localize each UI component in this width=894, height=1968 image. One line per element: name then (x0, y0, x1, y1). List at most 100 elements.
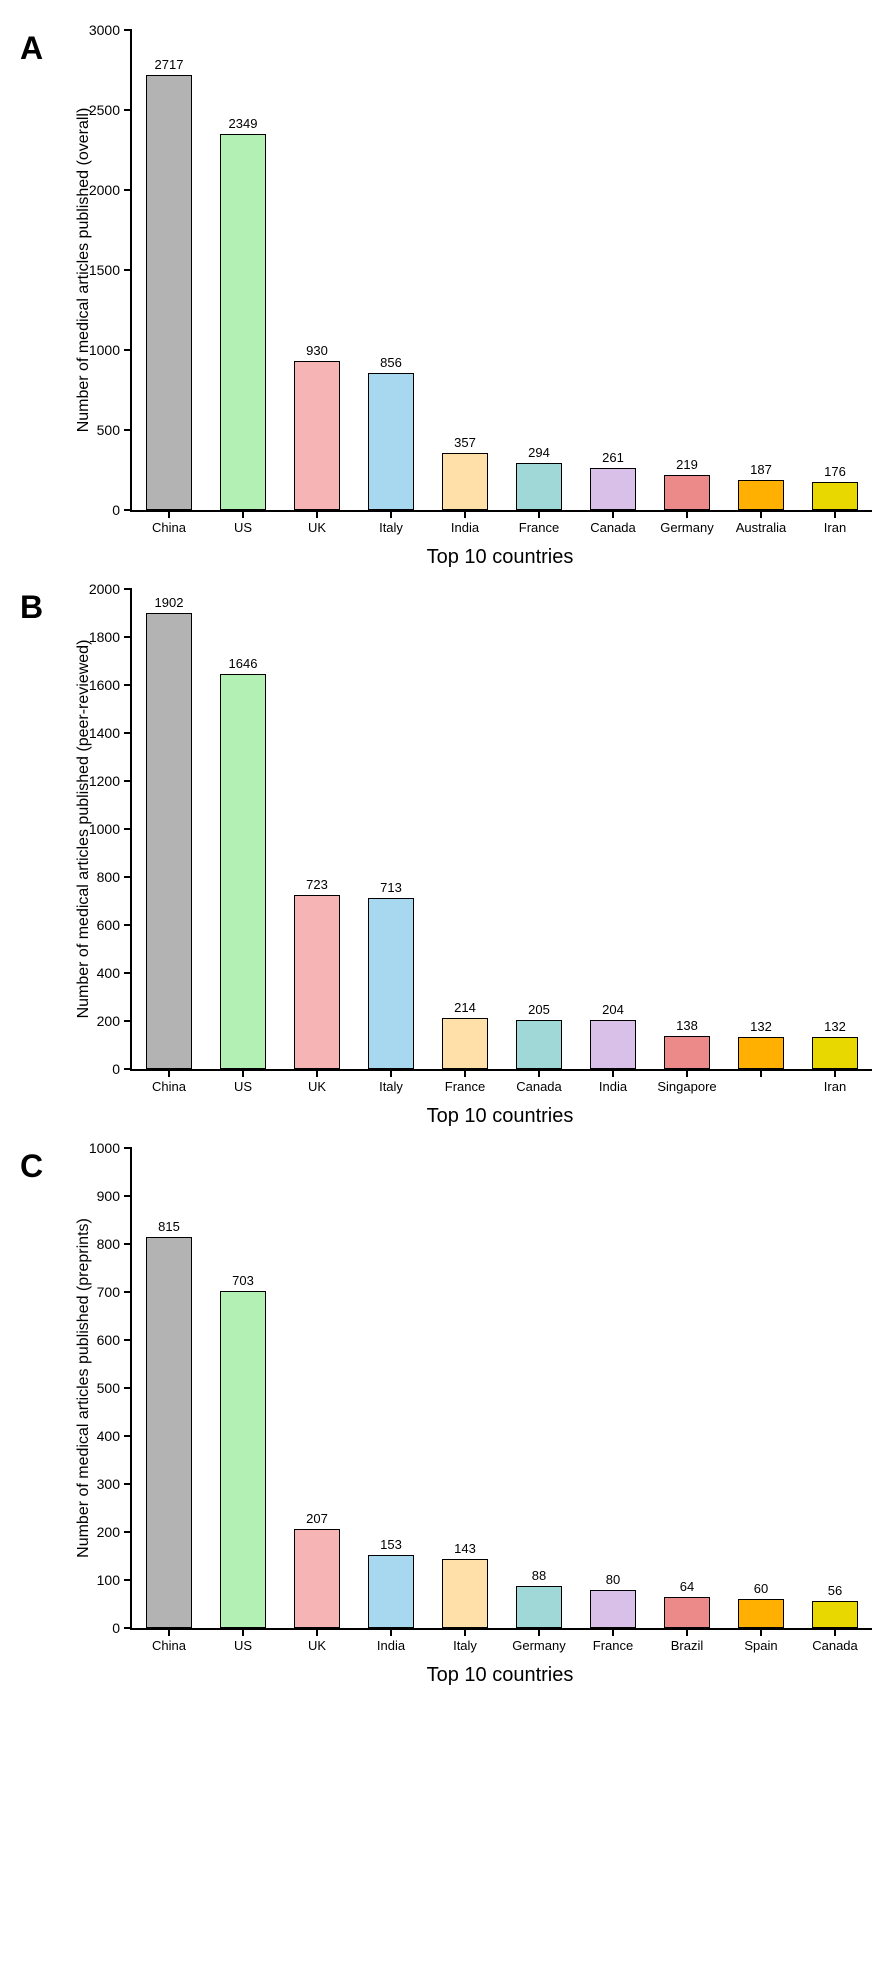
x-tick-label: UK (308, 1079, 326, 1094)
y-tick (124, 1243, 132, 1245)
x-tick (464, 1069, 466, 1077)
x-tick-label: UK (308, 1638, 326, 1653)
x-tick-label: Iran (824, 520, 846, 535)
bar: 723 (294, 895, 340, 1069)
y-tick (124, 109, 132, 111)
x-tick (686, 510, 688, 518)
bar: 153 (368, 1555, 414, 1628)
bar: 2349 (220, 134, 266, 510)
x-tick-label: Canada (812, 1638, 858, 1653)
x-tick (538, 1628, 540, 1636)
bar-value-label: 153 (380, 1537, 402, 1552)
y-tick (124, 876, 132, 878)
y-tick (124, 636, 132, 638)
y-tick (124, 1068, 132, 1070)
bar-value-label: 723 (306, 877, 328, 892)
bar: 357 (442, 453, 488, 510)
bar-value-label: 261 (602, 450, 624, 465)
bar-value-label: 176 (824, 464, 846, 479)
bar: 1902 (146, 613, 192, 1069)
x-tick (834, 1628, 836, 1636)
bar-value-label: 80 (606, 1572, 620, 1587)
bar: 187 (738, 480, 784, 510)
x-tick-label: US (234, 1638, 252, 1653)
plot-area: Number of medical articles published (pr… (130, 1148, 872, 1630)
y-tick-label: 300 (97, 1476, 120, 1492)
x-tick (242, 510, 244, 518)
bar-value-label: 856 (380, 355, 402, 370)
x-tick-label: India (377, 1638, 405, 1653)
bar-value-label: 187 (750, 462, 772, 477)
x-tick (538, 510, 540, 518)
bar: 214 (442, 1018, 488, 1069)
y-tick-label: 1000 (89, 821, 120, 837)
bar-value-label: 132 (750, 1019, 772, 1034)
y-tick-label: 1000 (89, 1140, 120, 1156)
x-tick-label: Italy (379, 520, 403, 535)
bar-value-label: 60 (754, 1581, 768, 1596)
y-tick-label: 200 (97, 1013, 120, 1029)
y-tick (124, 29, 132, 31)
y-tick-label: 0 (112, 1620, 120, 1636)
bar-value-label: 143 (454, 1541, 476, 1556)
y-tick (124, 732, 132, 734)
bar-value-label: 64 (680, 1579, 694, 1594)
x-tick (834, 1069, 836, 1077)
x-tick-label: Spain (744, 1638, 777, 1653)
x-tick (834, 510, 836, 518)
x-tick-label: Canada (516, 1079, 562, 1094)
y-tick (124, 1195, 132, 1197)
bar-value-label: 56 (828, 1583, 842, 1598)
bar: 132 (812, 1037, 858, 1069)
bar: 1646 (220, 674, 266, 1069)
x-tick (316, 510, 318, 518)
y-tick-label: 500 (97, 422, 120, 438)
y-tick (124, 780, 132, 782)
y-tick (124, 1531, 132, 1533)
y-tick-label: 200 (97, 1524, 120, 1540)
bar: 261 (590, 468, 636, 510)
x-tick (686, 1628, 688, 1636)
bar: 88 (516, 1586, 562, 1628)
bar-value-label: 930 (306, 343, 328, 358)
y-tick-label: 0 (112, 1061, 120, 1077)
bar: 204 (590, 1020, 636, 1069)
x-tick (686, 1069, 688, 1077)
y-tick-label: 1800 (89, 629, 120, 645)
y-tick-label: 400 (97, 965, 120, 981)
bar: 207 (294, 1529, 340, 1628)
y-tick-label: 800 (97, 1236, 120, 1252)
bar-value-label: 138 (676, 1018, 698, 1033)
bar: 60 (738, 1599, 784, 1628)
panel-c: CNumber of medical articles published (p… (20, 1148, 874, 1687)
x-tick (538, 1069, 540, 1077)
y-tick (124, 429, 132, 431)
y-tick-label: 900 (97, 1188, 120, 1204)
bar: 176 (812, 482, 858, 510)
bar-value-label: 713 (380, 880, 402, 895)
y-tick-label: 400 (97, 1428, 120, 1444)
x-tick-label: Brazil (671, 1638, 704, 1653)
y-tick (124, 684, 132, 686)
y-tick-label: 0 (112, 502, 120, 518)
bar-value-label: 88 (532, 1568, 546, 1583)
bar-value-label: 204 (602, 1002, 624, 1017)
x-tick (168, 1628, 170, 1636)
y-tick-label: 700 (97, 1284, 120, 1300)
y-tick (124, 189, 132, 191)
y-tick-label: 3000 (89, 22, 120, 38)
x-tick (612, 1628, 614, 1636)
y-tick-label: 1400 (89, 725, 120, 741)
bar-value-label: 815 (158, 1219, 180, 1234)
y-tick (124, 1387, 132, 1389)
bar-value-label: 357 (454, 435, 476, 450)
x-tick-label: Australia (736, 520, 787, 535)
y-tick (124, 828, 132, 830)
bar: 205 (516, 1020, 562, 1069)
y-tick (124, 269, 132, 271)
y-tick-label: 2000 (89, 182, 120, 198)
y-tick (124, 1291, 132, 1293)
x-tick (168, 510, 170, 518)
panel-letter: A (20, 30, 43, 67)
bar: 80 (590, 1590, 636, 1628)
